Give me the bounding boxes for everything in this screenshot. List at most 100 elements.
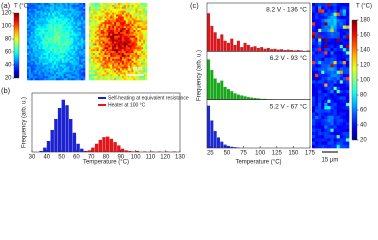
- thermal-pixel: [65, 31, 68, 35]
- thermal-pixel: [127, 14, 130, 17]
- thermal-pixel: [315, 32, 319, 36]
- thermal-pixel: [110, 4, 113, 8]
- thermal-pixel: [34, 6, 37, 10]
- thermal-pixel: [104, 20, 107, 23]
- thermal-pixel: [112, 37, 115, 40]
- thermal-pixel: [119, 12, 123, 15]
- thermal-pixel: [54, 24, 57, 27]
- thermal-pixel: [42, 53, 45, 56]
- thermal-pixel: [63, 35, 66, 38]
- thermal-pixel: [345, 38, 350, 42]
- thermal-pixel: [71, 58, 74, 62]
- thermal-pixel: [135, 26, 138, 29]
- thermal-pixel: [327, 51, 331, 55]
- thermal-pixel: [67, 49, 70, 52]
- thermal-pixel: [114, 60, 117, 63]
- thermal-pixel: [63, 49, 66, 52]
- thermal-pixel: [30, 41, 34, 44]
- thermal-pixel: [42, 31, 45, 35]
- thermal-pixel: [104, 8, 107, 11]
- thermal-pixel: [339, 61, 344, 65]
- thermal-pixel: [38, 29, 41, 33]
- thermal-pixel: [339, 102, 344, 107]
- thermal-pixel: [112, 20, 115, 23]
- thermal-pixel: [96, 20, 99, 23]
- thermal-pixel: [94, 62, 98, 65]
- thermal-pixel: [73, 24, 76, 27]
- thermal-pixel: [330, 77, 334, 81]
- thermal-pixel: [104, 43, 107, 46]
- thermal-pixel: [54, 70, 57, 73]
- thermal-pixel: [67, 54, 70, 58]
- thermal-pixel: [345, 70, 350, 75]
- thermal-pixel: [34, 45, 37, 48]
- thermal-pixel: [312, 28, 316, 33]
- thermal-pixel: [330, 90, 334, 94]
- thermal-pixel: [145, 28, 148, 31]
- thermal-pixel: [123, 41, 127, 44]
- thermal-pixel: [125, 12, 128, 15]
- thermal-pixel: [98, 16, 101, 19]
- thermal-pixel: [65, 29, 68, 33]
- thermal-pixel: [342, 35, 347, 39]
- thermal-pixel: [327, 90, 331, 94]
- thermal-pixel: [71, 4, 74, 8]
- thermal-pixel: [96, 51, 99, 54]
- thermal-pixel: [98, 8, 101, 11]
- thermal-pixel: [94, 37, 98, 40]
- thermal-pixel: [324, 12, 328, 17]
- thermal-pixel: [71, 47, 74, 50]
- thermal-pixel: [54, 58, 57, 62]
- thermal-pixel: [34, 53, 37, 56]
- thermal-pixel: [98, 26, 101, 29]
- thermal-pixel: [133, 22, 136, 25]
- thermal-pixel: [50, 29, 53, 33]
- thermal-pixel: [100, 18, 103, 21]
- thermal-pixel: [40, 22, 43, 25]
- histogram-bar: [87, 150, 91, 152]
- thermal-pixel: [34, 20, 37, 23]
- histogram-bar: [283, 50, 287, 52]
- thermal-pixel: [336, 99, 341, 104]
- thermal-pixel: [32, 37, 36, 40]
- thermal-pixel: [46, 51, 49, 54]
- histogram-bar: [220, 80, 224, 100]
- thermal-pixel: [342, 38, 347, 42]
- thermal-pixel: [333, 67, 337, 71]
- thermal-pixel: [98, 6, 101, 10]
- thermal-pixel: [94, 56, 98, 60]
- thermal-pixel: [339, 90, 344, 94]
- thermal-pixel: [324, 99, 328, 104]
- thermal-pixel: [318, 112, 322, 117]
- thermal-pixel: [125, 28, 128, 31]
- thermal-pixel: [110, 6, 113, 10]
- thermal-pixel: [81, 6, 84, 10]
- thermal-pixel: [315, 86, 319, 91]
- thermal-pixel: [71, 68, 74, 71]
- thermal-pixel: [137, 70, 140, 73]
- thermal-pixel: [118, 12, 121, 15]
- thermal-pixel: [321, 64, 325, 68]
- thermal-pixel: [141, 3, 144, 6]
- thermal-pixel: [324, 119, 328, 123]
- thermal-pixel: [46, 39, 49, 42]
- thermal-pixel: [345, 83, 350, 88]
- thermal-pixel: [129, 49, 132, 52]
- thermal-pixel: [345, 115, 350, 120]
- thermal-pixel: [102, 66, 105, 69]
- thermal-pixel: [34, 33, 37, 37]
- thermal-pixel: [324, 22, 328, 26]
- thermal-pixel: [89, 41, 92, 44]
- thermal-pixel: [121, 33, 125, 37]
- thermal-pixel: [34, 18, 37, 21]
- thermal-pixel: [54, 51, 57, 54]
- histogram-bar: [233, 44, 237, 52]
- thermal-pixel: [98, 41, 101, 44]
- thermal-pixel: [125, 43, 128, 46]
- thermal-pixel: [54, 53, 57, 56]
- thermal-pixel: [133, 24, 136, 27]
- colorbar-tick-label: 120: [360, 63, 371, 69]
- thermal-pixel: [116, 22, 119, 25]
- thermal-pixel: [63, 14, 66, 17]
- thermal-pixel: [34, 60, 37, 63]
